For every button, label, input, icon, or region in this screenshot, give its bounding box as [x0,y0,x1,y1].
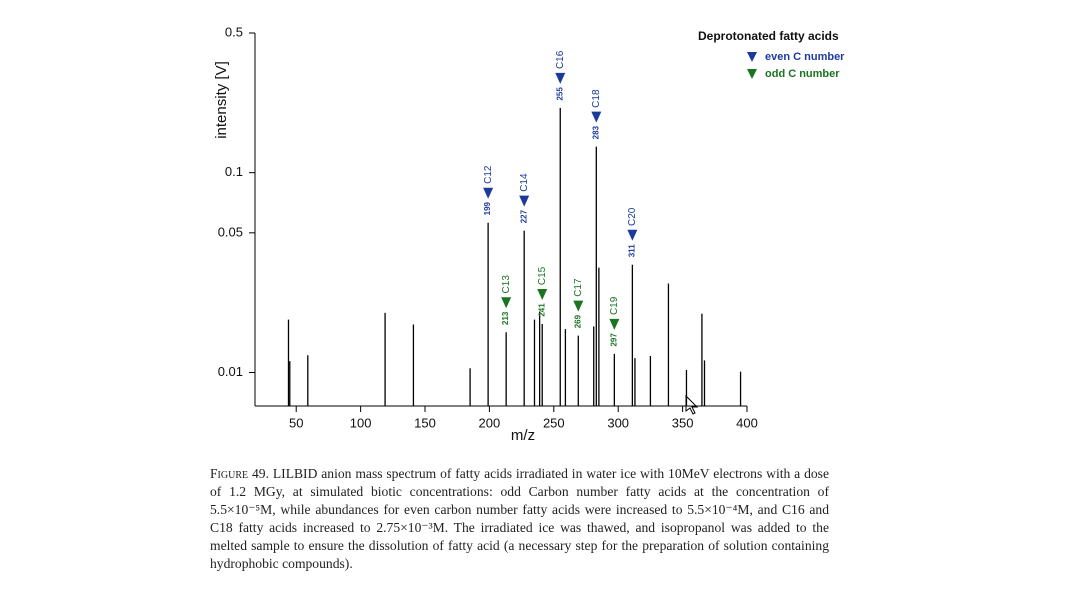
x-tick-label: 350 [672,415,694,430]
caption-text: LILBID anion mass spectrum of fatty acid… [210,466,829,571]
x-tick-label: 300 [607,415,629,430]
legend-marker [747,52,757,62]
x-tick-label: 250 [543,415,565,430]
peak-label: C19 [609,296,620,315]
x-tick-label: 400 [736,415,758,430]
chart: intensity [V] m/z Deprotonated fatty aci… [213,24,845,444]
x-axis-label: m/z [511,427,535,444]
peak-label: C12 [483,165,494,184]
peak-mass: 199 [483,201,492,215]
caption: Figure 49. LILBID anion mass spectrum of… [210,465,829,573]
peak-label: C13 [501,275,512,294]
peak-mass: 269 [573,314,582,328]
peak-mass: 213 [501,311,510,325]
peak-mass: 297 [609,333,618,347]
x-tick-label: 100 [350,415,372,430]
peak-label: C16 [555,50,566,69]
peak-marker [627,229,638,241]
peak-marker [591,111,602,123]
peak-marker [519,195,530,207]
peak-mass: 283 [591,125,600,139]
peak-marker [501,297,512,309]
legend-label: even C number [765,51,845,63]
peak-label: C18 [591,89,602,108]
peak-marker [609,318,620,330]
peak-marker [537,288,548,300]
y-tick-label: 0.1 [225,164,243,179]
peak-label: C15 [537,266,548,285]
y-tick-label: 0.01 [218,364,243,379]
peak-mass: 255 [555,87,564,101]
peak-label: C20 [627,207,638,226]
peak-label: C17 [573,278,584,297]
peak-marker [555,72,566,84]
legend-marker [747,69,757,79]
peak-mass: 227 [519,209,528,223]
caption-label: Figure 49. [210,466,269,481]
x-tick-label: 200 [479,415,501,430]
peak-marker [483,187,494,199]
peak-mass: 311 [627,244,636,257]
peak-mass: 241 [537,303,546,317]
y-tick-label: 0.5 [225,24,243,39]
legend-title: Deprotonated fatty acids [698,29,839,43]
y-axis-label: intensity [V] [213,61,230,139]
peak-marker [573,300,584,312]
x-tick-label: 50 [289,415,303,430]
x-tick-label: 150 [414,415,436,430]
mouse-cursor [685,394,699,415]
y-tick-label: 0.05 [218,224,243,239]
legend-label: odd C number [765,68,840,80]
peak-label: C14 [519,173,530,192]
